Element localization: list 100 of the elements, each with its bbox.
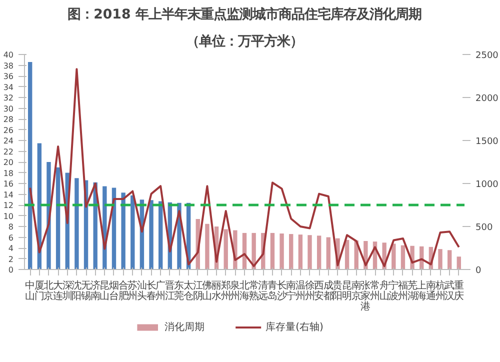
x-tick-label: 西安 — [314, 280, 324, 302]
y-tick-label: 38 — [3, 61, 14, 70]
bar — [326, 237, 330, 270]
x-tick-label: 太仓 — [184, 280, 194, 302]
x-tick-label: 合肥 — [118, 280, 128, 302]
x-tick-label: 中山 — [25, 280, 36, 302]
x-tick-label: 清远 — [258, 280, 268, 302]
y-tick-label: 22 — [3, 147, 14, 156]
bar — [316, 236, 322, 270]
x-tick-label: 福州 — [398, 280, 408, 302]
x-tick-label: 芜湖 — [407, 280, 418, 302]
x-tick-label: 杭州 — [434, 280, 446, 302]
bar — [400, 245, 406, 270]
bar — [224, 229, 228, 270]
y-tick-label: 40 — [3, 50, 14, 60]
x-tick-label: 烟台 — [108, 280, 119, 302]
bar — [392, 244, 396, 270]
y-tick-label: 6 — [8, 233, 14, 242]
x-tick-label: 济南 — [90, 280, 100, 302]
y2-tick-label: 1000 — [476, 180, 499, 190]
x-tick-label: 江阴 — [192, 280, 203, 302]
x-tick-label: 青岛 — [267, 280, 278, 302]
x-tick-label: 东莞 — [174, 280, 184, 302]
x-tick-label: 上海 — [416, 280, 427, 302]
y-tick-label: 16 — [3, 180, 14, 188]
y-tick-label: 32 — [3, 94, 14, 102]
bar — [456, 256, 462, 270]
bar — [130, 195, 135, 270]
y-tick-label: 30 — [3, 104, 14, 114]
x-tick-label: 北京 — [44, 280, 54, 302]
y-tick-label: 26 — [3, 126, 14, 135]
x-tick-label: 舟山 — [379, 280, 390, 302]
bar — [252, 232, 256, 270]
y-tick-label: 8 — [8, 222, 14, 232]
x-tick-label: 常州 — [370, 280, 380, 302]
legend-label: 消化周期 — [164, 320, 205, 334]
bar — [121, 192, 126, 270]
y2-tick-label: 1500 — [476, 137, 499, 147]
x-tick-label: 北海 — [240, 280, 250, 302]
y-tick-label: 10 — [3, 212, 14, 221]
x-tick-label: 郑州 — [220, 280, 231, 302]
x-tick-label: 深圳 — [61, 280, 72, 302]
y2-tick-label: 0 — [476, 266, 482, 276]
y2-tick-label: 2000 — [476, 94, 499, 104]
chart-subtitle: （单位：万平方米） — [186, 34, 303, 50]
x-tick-label: 佛山 — [202, 280, 212, 302]
bar — [438, 249, 442, 270]
y-tick-label: 0 — [8, 266, 14, 274]
x-tick-label: 长春 — [146, 280, 156, 302]
x-tick-label: 厦门 — [34, 280, 44, 302]
bar — [270, 232, 275, 270]
bar — [280, 233, 284, 270]
line-series — [29, 68, 460, 268]
bar — [149, 200, 154, 270]
x-tick-label: 南京 — [351, 280, 362, 302]
x-tick-label: 重庆 — [454, 280, 464, 302]
bar — [205, 224, 210, 270]
y2-tick-label: 500 — [476, 223, 493, 233]
x-tick-label: 武汉 — [444, 280, 455, 302]
y-tick-label: 12 — [3, 201, 14, 210]
x-tick-label: 昆明 — [342, 280, 352, 302]
x-tick-label: 苏州 — [128, 280, 138, 302]
y-tick-label: 28 — [3, 115, 14, 124]
x-tick-label: 贵阳 — [332, 280, 343, 302]
x-tick-label: 徐州 — [304, 280, 315, 302]
y-tick-label: 2 — [8, 254, 14, 264]
x-tick-label: 丽水 — [212, 280, 222, 302]
y-tick-label: 34 — [3, 82, 14, 92]
x-tick-label: 张家港 — [360, 280, 371, 312]
bar — [158, 201, 163, 270]
x-tick-label: 温州 — [295, 280, 306, 302]
y-tick-label: 4 — [8, 244, 14, 253]
x-tick-label: 无锡 — [80, 280, 92, 302]
x-tick-label: 南通 — [426, 280, 436, 302]
y-tick-label: 20 — [3, 158, 14, 167]
bar — [447, 250, 452, 270]
x-tick-label: 晋江 — [164, 280, 175, 302]
y-tick-label: 14 — [3, 190, 14, 200]
x-tick-label: 泉州 — [230, 280, 240, 302]
x-tick-label: 大连 — [53, 280, 64, 302]
x-tick-label: 成都 — [323, 280, 334, 302]
x-tick-label: 广州 — [156, 280, 166, 302]
bar — [308, 235, 312, 270]
bar — [28, 62, 32, 270]
x-tick-label: 汕头 — [136, 280, 147, 302]
y2-tick-label: 2500 — [476, 51, 499, 61]
x-tick-label: 沈阳 — [72, 280, 82, 302]
chart-title: 图：2018 年上半年末重点监测城市商品住宅库存及消化周期 — [68, 6, 422, 22]
x-tick-label: 长沙 — [276, 280, 287, 302]
x-tick-label: 常熟 — [248, 280, 259, 302]
x-tick-label: 南宁 — [286, 280, 296, 302]
x-tick-label: 昆山 — [100, 280, 110, 302]
legend-label: 库存量(右轴) — [266, 320, 324, 334]
bar — [298, 234, 303, 270]
y-tick-label: 36 — [3, 72, 14, 81]
bar — [56, 167, 60, 270]
y-tick-label: 18 — [3, 168, 14, 178]
bar — [74, 178, 79, 270]
bar — [289, 234, 294, 270]
y-tick-label: 24 — [3, 136, 14, 146]
